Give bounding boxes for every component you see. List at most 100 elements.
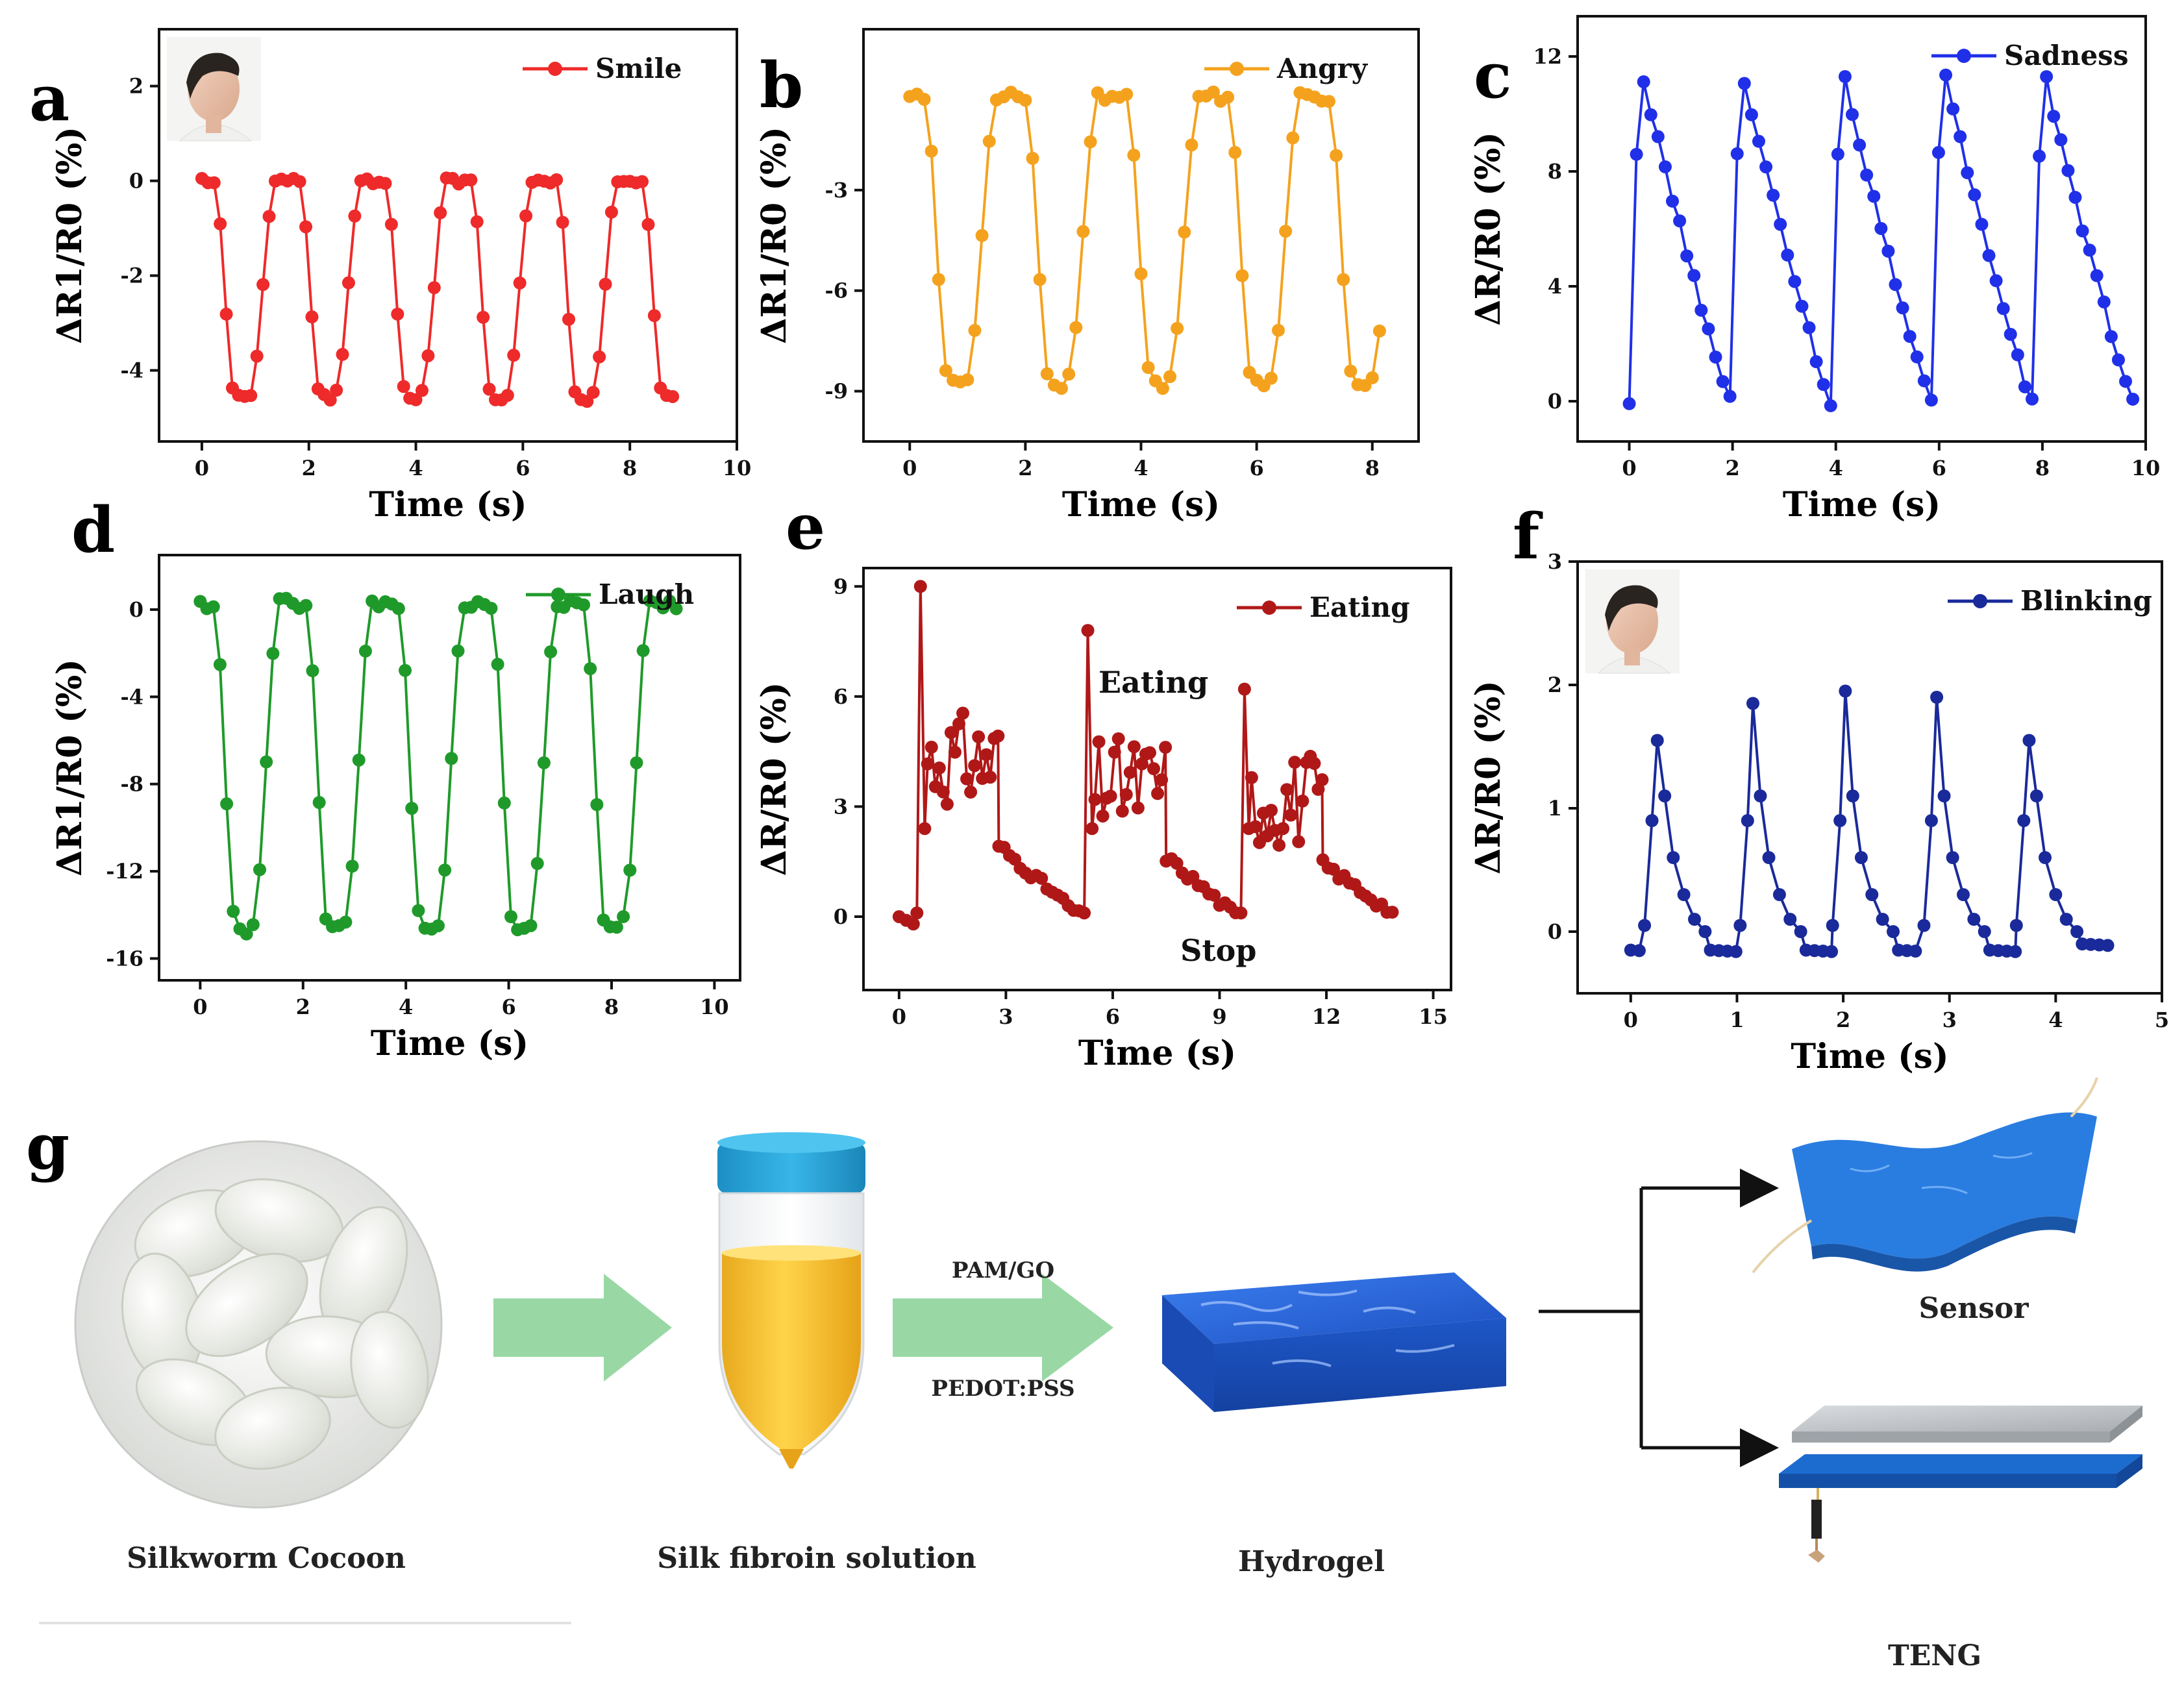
data-point bbox=[948, 745, 962, 759]
data-point bbox=[630, 756, 643, 769]
x-tick-label: 12 bbox=[1312, 1004, 1341, 1029]
data-point bbox=[1967, 913, 1981, 926]
data-point bbox=[2059, 913, 2073, 926]
silk-solution-tube bbox=[717, 1132, 865, 1469]
x-tick-label: 8 bbox=[1365, 456, 1380, 480]
panel-letter-c: c bbox=[1474, 39, 1511, 112]
data-point bbox=[1327, 862, 1340, 876]
x-tick-label: 4 bbox=[399, 995, 413, 1019]
data-point bbox=[336, 347, 349, 361]
panel-letter-g: g bbox=[26, 1110, 69, 1184]
legend-label: Sadness bbox=[2004, 40, 2128, 71]
legend-label: Smile bbox=[595, 53, 682, 84]
data-point bbox=[906, 917, 920, 931]
data-point bbox=[1939, 68, 1953, 82]
data-point bbox=[593, 350, 606, 364]
data-point bbox=[1896, 301, 1909, 315]
data-point bbox=[1288, 756, 1302, 769]
x-axis-title: Time (s) bbox=[1791, 1037, 1948, 1076]
data-point bbox=[636, 175, 649, 188]
y-tick-label: 9 bbox=[834, 574, 848, 599]
data-point bbox=[213, 658, 227, 671]
data-point bbox=[1752, 134, 1765, 148]
data-point bbox=[1141, 361, 1155, 375]
data-point bbox=[1833, 814, 1847, 827]
data-point bbox=[1881, 244, 1895, 258]
y-tick-label: 12 bbox=[1533, 44, 1562, 69]
data-point bbox=[982, 134, 996, 148]
data-point bbox=[1644, 108, 1657, 121]
data-point bbox=[1040, 367, 1054, 380]
y-tick-label: 0 bbox=[1548, 919, 1562, 944]
y-tick-label: 0 bbox=[834, 904, 848, 929]
data-point bbox=[1637, 75, 1650, 89]
y-tick-label: 2 bbox=[1548, 673, 1562, 697]
data-point bbox=[250, 349, 264, 363]
data-point bbox=[1280, 783, 1294, 797]
x-tick-label: 0 bbox=[193, 995, 207, 1019]
data-point bbox=[1650, 734, 1664, 747]
data-point bbox=[1026, 151, 1039, 165]
teng-illustration bbox=[1779, 1406, 2142, 1563]
data-point bbox=[1937, 789, 1951, 802]
face-photo bbox=[167, 37, 261, 142]
legend-label: Blinking bbox=[2020, 585, 2152, 617]
teng-label: TENG bbox=[1888, 1639, 1981, 1672]
data-point bbox=[1248, 820, 1262, 834]
data-point bbox=[1903, 330, 1917, 343]
data-point bbox=[206, 600, 220, 614]
data-point bbox=[530, 857, 544, 871]
data-point bbox=[1127, 149, 1141, 162]
data-point bbox=[1284, 808, 1298, 822]
data-point bbox=[1917, 374, 1931, 388]
data-point bbox=[1127, 740, 1141, 754]
data-point bbox=[1178, 225, 1191, 239]
data-point bbox=[960, 772, 974, 786]
data-point bbox=[1069, 321, 1083, 334]
data-point bbox=[477, 310, 490, 324]
data-point bbox=[1155, 773, 1169, 787]
data-point bbox=[2111, 353, 2125, 367]
x-tick-label: 4 bbox=[1829, 456, 1843, 480]
data-point bbox=[484, 601, 498, 615]
data-point bbox=[240, 927, 253, 941]
data-point bbox=[1846, 108, 1859, 121]
data-point bbox=[504, 910, 517, 924]
data-point bbox=[341, 276, 355, 290]
panel-letter-d: d bbox=[71, 493, 115, 567]
data-point bbox=[1744, 108, 1758, 121]
solution-label: Silk fibroin solution bbox=[657, 1542, 976, 1575]
data-point bbox=[1917, 919, 1931, 932]
data-point bbox=[1667, 851, 1680, 864]
data-point bbox=[1104, 789, 1117, 803]
data-point bbox=[2017, 814, 2031, 827]
data-point bbox=[1854, 851, 1868, 864]
data-point bbox=[1264, 371, 1278, 385]
data-point bbox=[1035, 871, 1049, 885]
y-tick-label: -9 bbox=[825, 379, 848, 404]
x-tick-label: 10 bbox=[700, 995, 729, 1019]
data-point bbox=[1930, 691, 1944, 704]
data-point bbox=[445, 752, 458, 765]
panel-letter-e: e bbox=[786, 490, 825, 564]
data-point bbox=[952, 717, 965, 730]
data-point bbox=[1170, 856, 1184, 870]
data-point bbox=[2047, 110, 2061, 123]
data-point bbox=[519, 209, 533, 223]
data-point bbox=[507, 349, 521, 362]
data-point bbox=[1781, 248, 1794, 262]
legend-marker bbox=[1957, 49, 1971, 63]
data-point bbox=[1092, 735, 1106, 749]
data-point bbox=[2018, 380, 2031, 393]
data-point bbox=[1673, 214, 1687, 228]
legend-marker bbox=[551, 588, 565, 602]
data-point bbox=[1651, 130, 1665, 143]
data-point bbox=[1645, 814, 1659, 827]
x-axis-title: Time (s) bbox=[1062, 485, 1220, 525]
data-point bbox=[1632, 944, 1646, 958]
x-tick-label: 15 bbox=[1419, 1004, 1448, 1029]
data-point bbox=[1767, 188, 1780, 202]
data-point bbox=[940, 797, 954, 811]
data-point bbox=[1272, 838, 1286, 852]
